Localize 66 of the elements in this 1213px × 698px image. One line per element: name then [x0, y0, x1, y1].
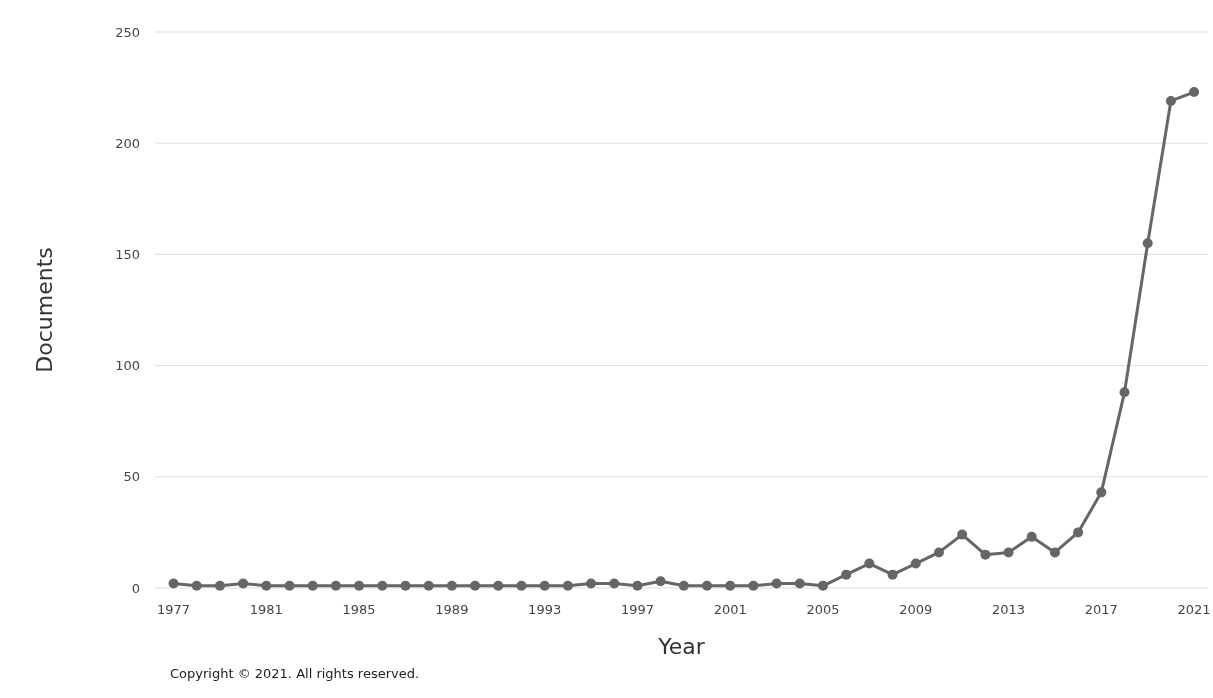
point [586, 578, 597, 589]
x-tick-label: 2001 [713, 602, 747, 617]
point [307, 580, 318, 591]
y-tick-label: 200 [115, 135, 140, 151]
point [168, 578, 179, 589]
x-tick-label: 2013 [991, 602, 1026, 617]
x-tick-label: 2017 [1084, 602, 1118, 617]
x-tick-label: 1989 [435, 602, 469, 617]
x-tick-label: 2021 [1177, 602, 1211, 617]
point [702, 580, 713, 591]
point [1073, 527, 1084, 538]
point [1049, 547, 1060, 558]
point [1142, 238, 1153, 249]
x-tick-label: 1981 [249, 602, 283, 617]
point [1003, 547, 1014, 558]
point [887, 569, 898, 580]
point [330, 580, 341, 591]
x-axis-title: Year [657, 634, 706, 659]
point [864, 558, 875, 569]
x-tick-label: 1993 [528, 602, 562, 617]
point [632, 580, 643, 591]
point [794, 578, 805, 589]
point [980, 549, 991, 560]
x-tick-label: 1985 [342, 602, 376, 617]
point [284, 580, 295, 591]
point [1096, 487, 1107, 498]
y-tick-label: 250 [115, 24, 140, 40]
point [191, 580, 202, 591]
point [678, 580, 689, 591]
point [910, 558, 921, 569]
point [748, 580, 759, 591]
point [261, 580, 272, 591]
text: Copyright © 2021. All rights reserved. [170, 666, 420, 681]
point [1119, 387, 1130, 398]
point [1026, 531, 1037, 542]
point [214, 580, 225, 591]
y-axis-title: Documents [32, 247, 57, 373]
point [377, 580, 388, 591]
point [771, 578, 782, 589]
point [423, 580, 434, 591]
point [400, 580, 411, 591]
point [562, 580, 573, 591]
point [817, 580, 828, 591]
point [354, 580, 365, 591]
point [493, 580, 504, 591]
point [516, 580, 527, 591]
point [957, 529, 968, 540]
x-tick-label: 2009 [899, 602, 933, 617]
point [841, 569, 852, 580]
point [655, 576, 666, 587]
point [238, 578, 249, 589]
x-tick-label: 1997 [620, 602, 654, 617]
x-tick-label: 2005 [806, 602, 840, 617]
y-tick-label: 0 [131, 580, 140, 596]
y-tick-label: 100 [115, 358, 140, 374]
point [446, 580, 457, 591]
x-tick-label: 1977 [157, 602, 191, 617]
y-tick-label: 50 [123, 469, 140, 485]
point [609, 578, 620, 589]
point [1189, 87, 1200, 98]
point [1165, 95, 1176, 106]
y-tick-label: 150 [115, 246, 140, 262]
point [725, 580, 736, 591]
point [470, 580, 481, 591]
point [539, 580, 550, 591]
point [933, 547, 944, 558]
